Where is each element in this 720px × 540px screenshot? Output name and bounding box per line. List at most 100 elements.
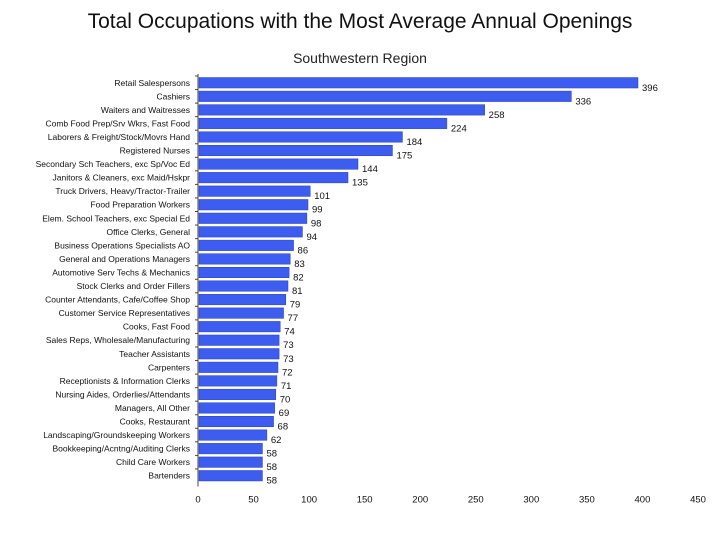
category-label: Cashiers [156,91,190,101]
category-label: Truck Drivers, Heavy/Tractor-Trailer [55,186,190,196]
data-label: 68 [278,422,289,433]
bar [198,185,311,197]
bar [198,348,280,360]
category-label: Office Clerks, General [107,227,191,237]
bar [198,253,291,265]
bar [198,388,277,400]
category-label: Janitors & Cleaners, exc Maid/Hskpr [53,173,191,183]
bar [198,172,349,184]
category-label: Sales Reps, Wholesale/Manufacturing [46,335,190,345]
data-label: 135 [352,178,368,189]
x-tick-label: 300 [523,495,539,506]
category-label: Elem. School Teachers, exc Special Ed [42,213,190,223]
data-label: 69 [279,408,290,419]
data-label: 79 [290,300,301,311]
data-label: 175 [396,151,412,162]
data-label: 94 [306,232,317,243]
bar [198,402,275,414]
data-label: 99 [312,205,323,216]
data-label: 73 [283,340,294,351]
category-label: Cooks, Restaurant [120,417,191,427]
data-label: 336 [575,96,591,107]
category-label: Child Care Workers [116,457,190,467]
data-label: 74 [284,327,295,338]
x-tick-label: 450 [690,495,706,506]
x-tick-label: 250 [468,495,484,506]
chart-subtitle: Southwestern Region [293,50,427,66]
category-label: Carpenters [148,362,190,372]
chart-title: Total Occupations with the Most Average … [87,10,633,33]
category-label: Comb Food Prep/Srv Wkrs, Fast Food [45,118,190,128]
bar [198,456,263,468]
category-label: Managers, All Other [115,403,190,413]
bar [198,443,263,455]
bar [198,294,287,306]
category-label: Registered Nurses [120,146,190,156]
x-tick-label: 200 [412,495,428,506]
bar [198,131,403,143]
bar [198,145,393,157]
data-label: 184 [406,137,422,148]
data-label: 82 [293,272,304,283]
data-label: 98 [311,218,322,229]
bar [198,280,289,292]
data-label: 224 [451,123,467,134]
category-label: Landscaping/Groundskeeping Workers [43,430,190,440]
category-label: Waiters and Waitresses [101,105,190,115]
data-label: 72 [282,367,293,378]
category-label: Counter Attendants, Cafe/Coffee Shop [45,295,190,305]
bar [198,361,279,373]
data-label: 81 [292,286,303,297]
category-label: Customer Service Representatives [59,308,190,318]
bar [198,199,309,211]
category-label: General and Operations Managers [59,254,190,264]
bar [198,90,572,102]
bar [198,158,359,170]
category-label: Cooks, Fast Food [123,322,190,332]
category-label: Retail Salespersons [114,78,190,88]
x-tick-label: 100 [301,495,317,506]
data-label: 58 [266,449,277,460]
bar [198,239,294,251]
bar [198,212,308,224]
bar [198,77,639,89]
category-label: Teacher Assistants [119,349,190,359]
x-tick-label: 0 [195,495,200,506]
category-label: Stock Clerks and Order Fillers [77,281,190,291]
data-label: 144 [362,164,378,175]
category-label: Automotive Serv Techs & Mechanics [52,267,190,277]
bar [198,226,303,238]
bar [198,104,485,116]
category-label: Bartenders [148,471,190,481]
category-label: Bookkeeping/Acntng/Auditing Clerks [53,444,191,454]
category-label: Food Preparation Workers [90,200,190,210]
bar [198,321,281,333]
data-label: 58 [266,476,277,487]
data-label: 70 [280,394,291,405]
category-label: Nursing Aides, Orderlies/Attendants [55,389,190,399]
x-tick-label: 400 [635,495,651,506]
x-tick-label: 150 [357,495,373,506]
bar [198,429,268,441]
bar [198,117,448,129]
data-label: 86 [298,245,309,256]
data-label: 83 [294,259,305,270]
data-label: 396 [642,83,658,94]
bar [198,470,263,482]
data-label: 101 [314,191,330,202]
x-tick-label: 350 [579,495,595,506]
bar [198,416,274,428]
category-label: Receptionists & Information Clerks [60,376,190,386]
category-label: Business Operations Specialists AO [54,240,190,250]
data-label: 258 [489,110,505,121]
category-label: Secondary Sch Teachers, exc Sp/Voc Ed [36,159,191,169]
bar [198,307,284,319]
data-label: 71 [281,381,292,392]
category-label: Laborers & Freight/Stock/Movrs Hand [48,132,190,142]
data-label: 73 [283,354,294,365]
bar [198,266,290,278]
bar [198,334,280,346]
data-label: 62 [271,435,282,446]
x-tick-label: 50 [248,495,259,506]
